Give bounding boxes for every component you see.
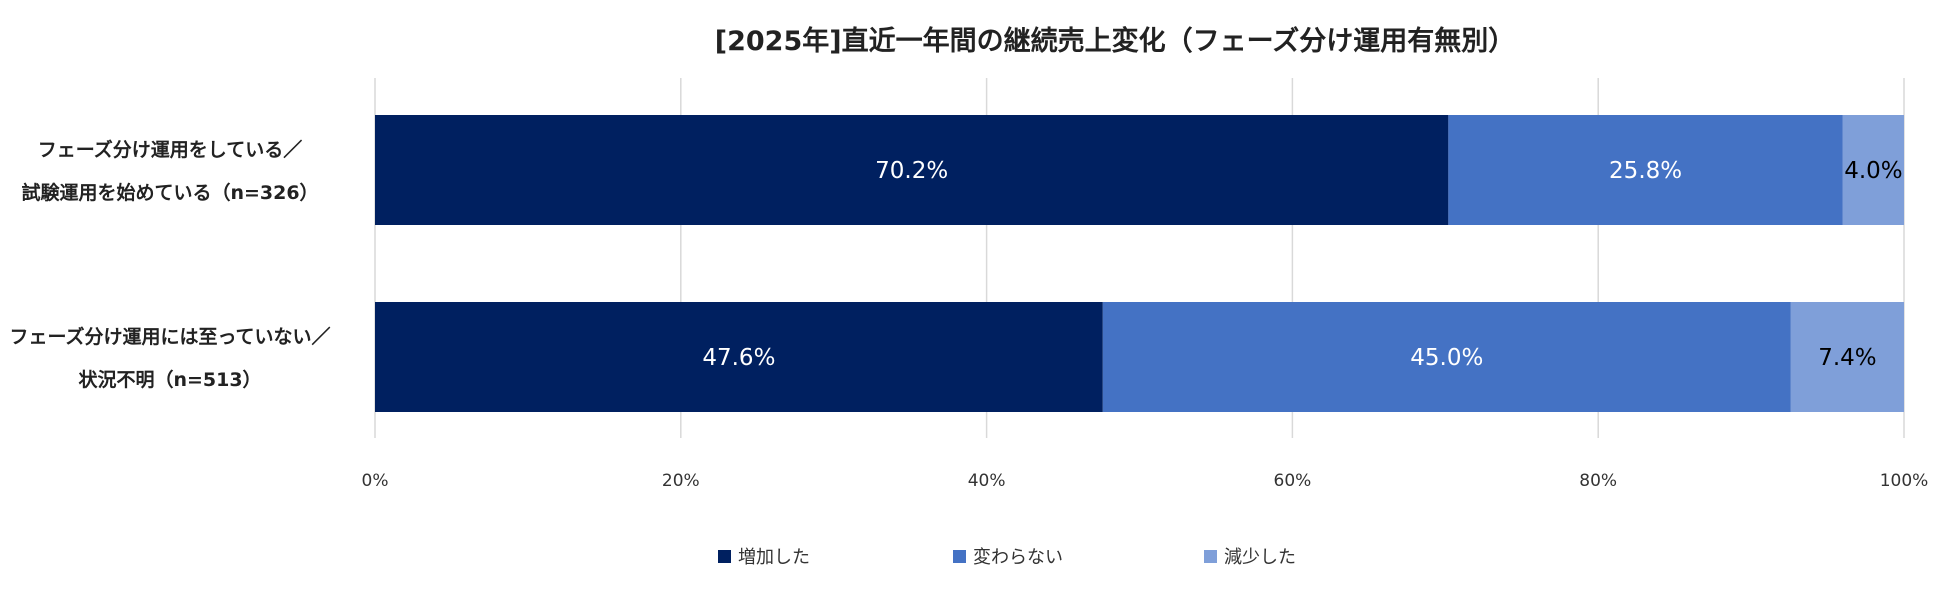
legend-label-1: 増加した <box>738 547 810 568</box>
legend-swatch-2 <box>953 550 966 563</box>
x-tick-label-40: 40% <box>968 471 1006 491</box>
bar-2-series-1 <box>375 302 1103 412</box>
bar-2-series-3 <box>1790 302 1904 412</box>
legend: 増加した 変わらない 減少した <box>718 547 1296 568</box>
x-axis-ticks: 0% 20% 40% 60% 80% 100% <box>362 471 1929 491</box>
bar-1-series-2 <box>1448 115 1843 225</box>
legend-label-2: 変わらない <box>973 547 1063 568</box>
data-label-2-3: 7.4% <box>1818 345 1876 371</box>
x-tick-label-0: 0% <box>362 471 389 491</box>
legend-swatch-3 <box>1204 550 1217 563</box>
category-labels: フェーズ分け運用をしている／ 試験運用を始めている（n=326） フェーズ分け運用に… <box>9 138 330 391</box>
bar-1-series-1 <box>375 115 1449 225</box>
data-label-2-2: 45.0% <box>1410 345 1483 371</box>
data-label-2-1: 47.6% <box>702 345 775 371</box>
x-tick-label-100: 100% <box>1880 471 1929 491</box>
bar-1-series-3 <box>1842 115 1904 225</box>
bars: 70.2% 25.8% 4.0% 47.6% 45.0% 7.4% <box>375 115 1904 412</box>
data-label-1-2: 25.8% <box>1609 158 1682 184</box>
category-label-1-line-2: 試験運用を始めている（n=326） <box>21 181 318 204</box>
data-label-1-3: 4.0% <box>1844 158 1902 184</box>
category-label-2-line-2: 状況不明（n=513） <box>78 368 261 391</box>
category-label-2-line-1: フェーズ分け運用には至っていない／ <box>9 325 330 348</box>
x-tick-label-60: 60% <box>1274 471 1312 491</box>
legend-label-3: 減少した <box>1224 547 1296 568</box>
data-label-1-1: 70.2% <box>875 158 948 184</box>
x-tick-label-20: 20% <box>662 471 700 491</box>
category-label-1-line-1: フェーズ分け運用をしている／ <box>38 138 302 161</box>
bar-2-series-2 <box>1102 302 1791 412</box>
chart-title: [2025年]直近一年間の継続売上変化（フェーズ分け運用有無別） <box>715 25 1515 57</box>
x-tick-label-80: 80% <box>1579 471 1617 491</box>
legend-swatch-1 <box>718 550 731 563</box>
